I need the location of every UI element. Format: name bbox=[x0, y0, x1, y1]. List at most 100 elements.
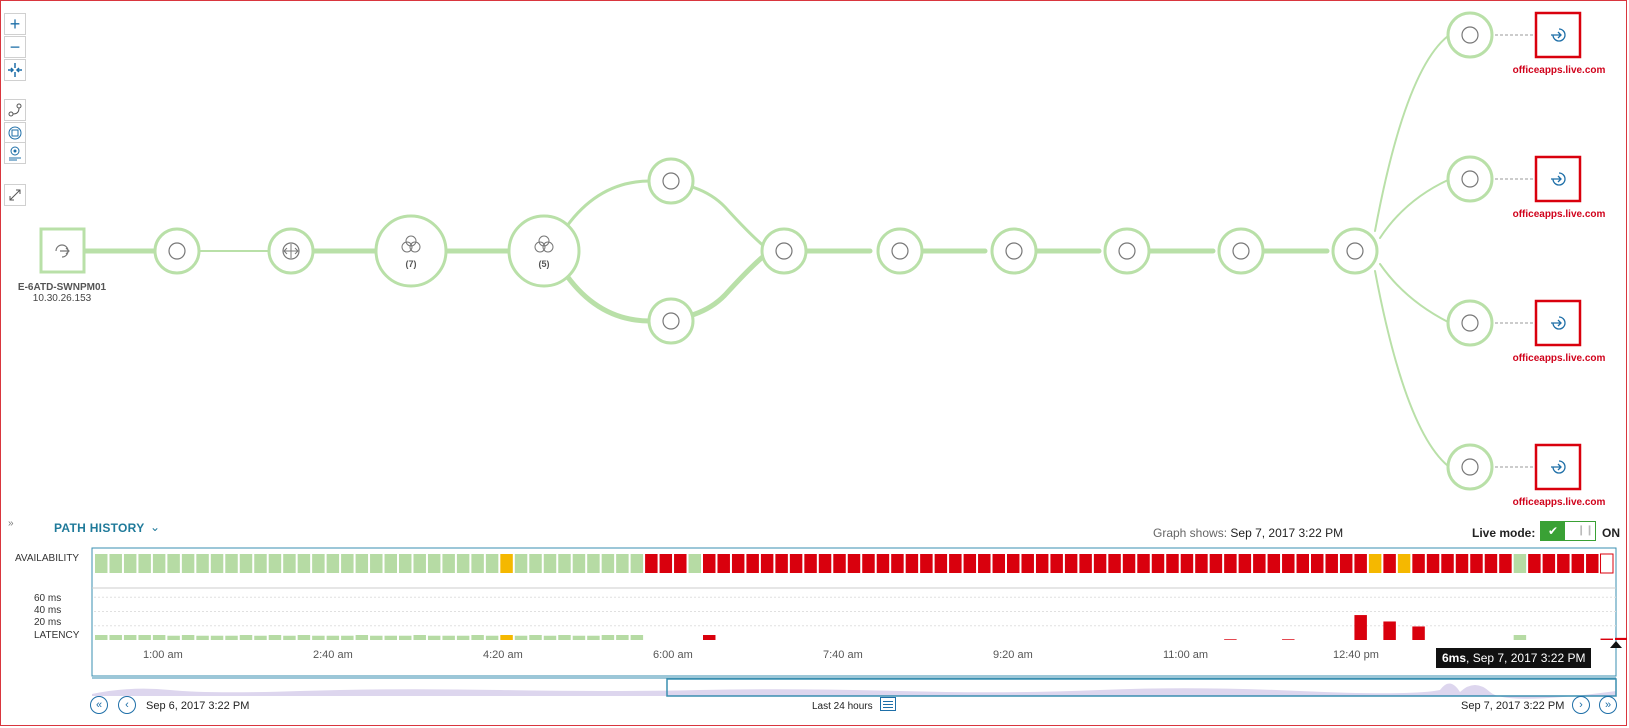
latency-bar[interactable] bbox=[1354, 615, 1367, 640]
path-history-title[interactable]: PATH HISTORY bbox=[54, 521, 145, 535]
back-button[interactable]: ‹ bbox=[118, 696, 136, 714]
availability-cell[interactable] bbox=[789, 554, 803, 573]
availability-cell[interactable] bbox=[399, 554, 412, 573]
collapse-icon[interactable]: » bbox=[8, 518, 14, 529]
latency-bar[interactable] bbox=[1615, 637, 1627, 640]
latency-bar[interactable] bbox=[1600, 638, 1613, 640]
availability-cell[interactable] bbox=[442, 554, 455, 573]
availability-cell[interactable] bbox=[876, 554, 890, 573]
availability-cell[interactable] bbox=[862, 554, 875, 573]
availability-cell[interactable] bbox=[1209, 554, 1223, 573]
availability-cell[interactable] bbox=[1455, 554, 1469, 573]
latency-bar[interactable] bbox=[326, 635, 340, 640]
availability-cell[interactable] bbox=[1368, 554, 1382, 573]
availability-cell[interactable] bbox=[268, 554, 282, 573]
availability-cell[interactable] bbox=[1050, 554, 1063, 573]
live-mode-toggle[interactable]: ✔ ❙❙ bbox=[1540, 521, 1596, 541]
group-node[interactable]: (7) bbox=[374, 214, 448, 288]
group-node[interactable]: (5) bbox=[507, 214, 581, 288]
navigator-selection[interactable] bbox=[666, 678, 1617, 697]
availability-cell[interactable] bbox=[1151, 554, 1165, 573]
availability-cell[interactable] bbox=[1021, 554, 1034, 573]
latency-bar[interactable] bbox=[630, 635, 644, 640]
last-hop-node[interactable] bbox=[1446, 299, 1494, 347]
hop-node[interactable] bbox=[1103, 227, 1151, 275]
latency-bar[interactable] bbox=[1412, 626, 1425, 640]
latency-bar[interactable] bbox=[239, 635, 253, 640]
availability-cell[interactable] bbox=[1137, 554, 1150, 573]
availability-cell[interactable] bbox=[1586, 554, 1599, 573]
availability-cell[interactable] bbox=[558, 554, 571, 573]
availability-cell[interactable] bbox=[891, 554, 904, 573]
latency-bar[interactable] bbox=[616, 635, 629, 640]
availability-cell[interactable] bbox=[326, 554, 340, 573]
availability-cell[interactable] bbox=[312, 554, 325, 573]
availability-cell[interactable] bbox=[1267, 554, 1281, 573]
availability-cell[interactable] bbox=[427, 554, 441, 573]
availability-cell[interactable] bbox=[485, 554, 499, 573]
availability-cell[interactable] bbox=[1093, 554, 1107, 573]
availability-cell[interactable] bbox=[1325, 554, 1338, 573]
availability-cell[interactable] bbox=[1296, 554, 1309, 573]
endpoint-node[interactable] bbox=[1534, 299, 1582, 347]
availability-cell[interactable] bbox=[992, 554, 1005, 573]
availability-cell[interactable] bbox=[587, 554, 600, 573]
latency-bar[interactable] bbox=[210, 635, 224, 640]
latency-bar[interactable] bbox=[572, 635, 586, 640]
availability-cell[interactable] bbox=[370, 554, 383, 573]
last-hop-node[interactable] bbox=[1446, 443, 1494, 491]
latency-bar[interactable] bbox=[225, 635, 238, 640]
availability-cell[interactable] bbox=[818, 554, 832, 573]
square-layout-button[interactable] bbox=[4, 122, 26, 144]
availability-cell[interactable] bbox=[355, 554, 369, 573]
latency-bar[interactable] bbox=[601, 635, 615, 640]
latency-bar[interactable] bbox=[442, 635, 455, 640]
latency-bar[interactable] bbox=[485, 635, 499, 640]
availability-cell[interactable] bbox=[760, 554, 774, 573]
availability-cell[interactable] bbox=[1383, 554, 1396, 573]
hop-node[interactable] bbox=[647, 157, 695, 205]
availability-cell[interactable] bbox=[210, 554, 224, 573]
availability-cell[interactable] bbox=[1513, 554, 1527, 573]
latency-bar[interactable] bbox=[297, 635, 311, 640]
availability-cell[interactable] bbox=[167, 554, 180, 573]
availability-cell[interactable] bbox=[1557, 554, 1570, 573]
latency-bar[interactable] bbox=[109, 635, 122, 640]
latency-bar[interactable] bbox=[587, 635, 600, 640]
availability-cell[interactable] bbox=[456, 554, 470, 573]
availability-cell[interactable] bbox=[731, 554, 745, 573]
endpoint-node[interactable] bbox=[1534, 11, 1582, 59]
availability-cell[interactable] bbox=[138, 554, 151, 573]
availability-cell[interactable] bbox=[413, 554, 426, 573]
availability-cell[interactable] bbox=[1166, 554, 1179, 573]
latency-bar[interactable] bbox=[181, 635, 195, 640]
latency-bar[interactable] bbox=[1224, 639, 1237, 640]
availability-cell[interactable] bbox=[963, 554, 977, 573]
latency-bar[interactable] bbox=[152, 635, 166, 640]
availability-cell[interactable] bbox=[1282, 554, 1295, 573]
availability-cell[interactable] bbox=[297, 554, 311, 573]
availability-cell[interactable] bbox=[123, 554, 137, 573]
path-layout-button[interactable] bbox=[4, 99, 26, 121]
availability-cell[interactable] bbox=[1412, 554, 1425, 573]
chevron-down-icon[interactable]: ⌄ bbox=[150, 520, 161, 534]
hop-node[interactable] bbox=[1217, 227, 1265, 275]
availability-cell[interactable] bbox=[659, 554, 673, 573]
availability-cell[interactable] bbox=[1180, 554, 1194, 573]
fit-button[interactable] bbox=[4, 59, 26, 81]
availability-cell[interactable] bbox=[471, 554, 484, 573]
availability-cell[interactable] bbox=[1108, 554, 1121, 573]
availability-cell[interactable] bbox=[775, 554, 788, 573]
availability-cell[interactable] bbox=[645, 554, 658, 573]
latency-bar[interactable] bbox=[312, 635, 325, 640]
latency-bar[interactable] bbox=[1513, 635, 1527, 640]
expand-button[interactable] bbox=[4, 184, 26, 206]
availability-cell[interactable] bbox=[341, 554, 354, 573]
availability-cell[interactable] bbox=[384, 554, 397, 573]
availability-cell[interactable] bbox=[500, 554, 513, 573]
availability-cell[interactable] bbox=[152, 554, 166, 573]
availability-cell[interactable] bbox=[95, 554, 108, 573]
latency-bar[interactable] bbox=[514, 635, 528, 640]
latency-bar[interactable] bbox=[558, 635, 571, 640]
latency-bar[interactable] bbox=[471, 635, 484, 640]
